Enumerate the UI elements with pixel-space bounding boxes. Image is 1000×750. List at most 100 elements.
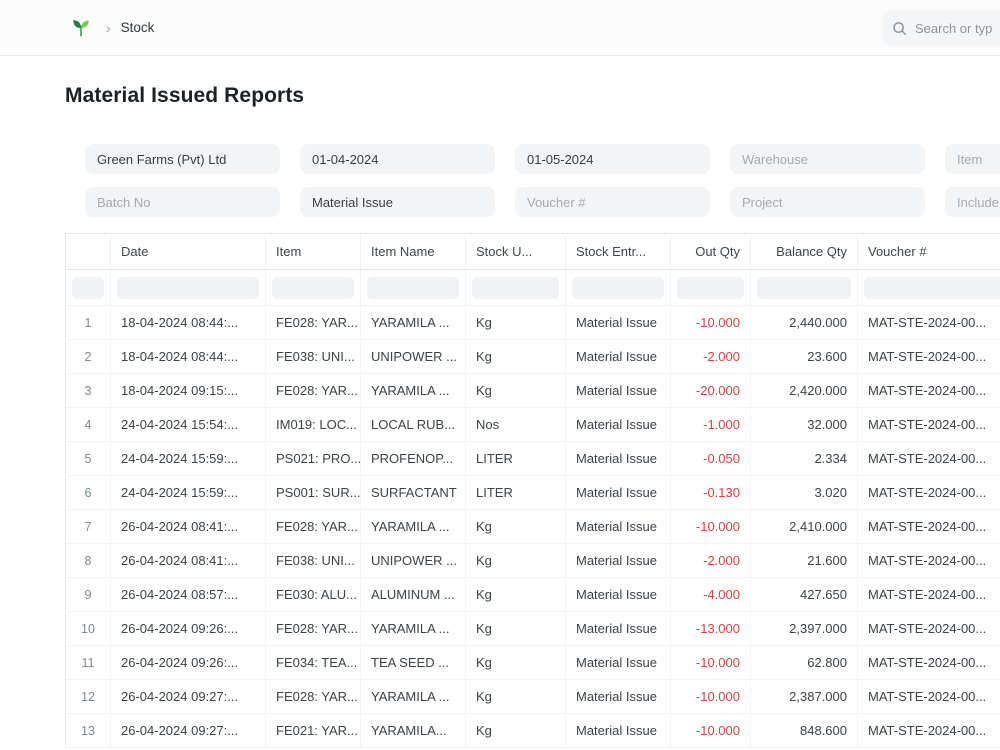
- cell-date: 26-04-2024 09:27:...: [110, 679, 266, 714]
- cell-item: FE030: ALU...: [265, 577, 361, 612]
- cell-date: 24-04-2024 15:59:...: [110, 475, 266, 510]
- app-logo[interactable]: [70, 17, 92, 39]
- cell-entry-type: Material Issue: [565, 339, 671, 374]
- cell-uom: Kg: [465, 645, 566, 680]
- header-stock-entry-type[interactable]: Stock Entr...: [565, 233, 671, 270]
- cell-date: 26-04-2024 08:41:...: [110, 543, 266, 578]
- cell-entry-type: Material Issue: [565, 543, 671, 578]
- cell-balance-qty: 2,420.000: [750, 373, 858, 408]
- cell-entry-type: Material Issue: [565, 305, 671, 340]
- item-name-column-filter-input[interactable]: [367, 276, 459, 299]
- cell-date: 18-04-2024 08:44:...: [110, 339, 266, 374]
- cell-voucher: MAT-STE-2024-00...: [857, 713, 1000, 748]
- cell-uom: Kg: [465, 713, 566, 748]
- cell-uom: LITER: [465, 475, 566, 510]
- cell-voucher: MAT-STE-2024-00...: [857, 509, 1000, 544]
- cell-item: FE028: YAR...: [265, 679, 361, 714]
- column-filter-row: [65, 269, 1000, 306]
- chevron-right-icon: ›: [106, 19, 111, 36]
- table-row[interactable]: 2 18-04-2024 08:44:... FE038: UNI... UNIPOW…: [65, 339, 1000, 374]
- cell-out-qty: -10.000: [670, 679, 751, 714]
- cell-uom: Kg: [465, 373, 566, 408]
- header-stock-uom[interactable]: Stock U...: [465, 233, 566, 270]
- batch-no-filter[interactable]: [85, 187, 280, 217]
- cell-voucher: MAT-STE-2024-00...: [857, 645, 1000, 680]
- cell-out-qty: -20.000: [670, 373, 751, 408]
- balance-qty-column-filter-input[interactable]: [757, 276, 851, 299]
- table-row[interactable]: 10 26-04-2024 09:26:... FE028: YAR... YARAM…: [65, 611, 1000, 646]
- cell-item: PS001: SUR...: [265, 475, 361, 510]
- cell-voucher: MAT-STE-2024-00...: [857, 543, 1000, 578]
- cell-out-qty: -10.000: [670, 509, 751, 544]
- voucher-column-filter-input[interactable]: [864, 276, 1000, 299]
- cell-idx: 3: [65, 373, 111, 408]
- header-out-qty[interactable]: Out Qty: [670, 233, 751, 270]
- page-title: Material Issued Reports: [65, 84, 305, 107]
- cell-out-qty: -13.000: [670, 611, 751, 646]
- cell-balance-qty: 21.600: [750, 543, 858, 578]
- cell-date: 26-04-2024 09:27:...: [110, 713, 266, 748]
- table-row[interactable]: 5 24-04-2024 15:59:... PS021: PRO... PROFEN…: [65, 441, 1000, 476]
- company-filter[interactable]: [85, 144, 280, 174]
- cell-out-qty: -2.000: [670, 543, 751, 578]
- search-icon: [893, 21, 907, 35]
- table-row[interactable]: 4 24-04-2024 15:54:... IM019: LOC... LOCAL …: [65, 407, 1000, 442]
- cell-voucher: MAT-STE-2024-00...: [857, 407, 1000, 442]
- date-column-filter-input[interactable]: [117, 276, 259, 299]
- table-row[interactable]: 9 26-04-2024 08:57:... FE030: ALU... ALUMIN…: [65, 577, 1000, 612]
- voucher-type-filter[interactable]: [300, 187, 495, 217]
- cell-voucher: MAT-STE-2024-00...: [857, 339, 1000, 374]
- item-filter[interactable]: [945, 144, 1000, 174]
- cell-balance-qty: 2,440.000: [750, 305, 858, 340]
- voucher-no-filter[interactable]: [515, 187, 710, 217]
- cell-out-qty: -4.000: [670, 577, 751, 612]
- table-row[interactable]: 6 24-04-2024 15:59:... PS001: SUR... SURFAC…: [65, 475, 1000, 510]
- header-item-name[interactable]: Item Name: [360, 233, 466, 270]
- table-row[interactable]: 7 26-04-2024 08:41:... FE028: YAR... YARAMI…: [65, 509, 1000, 544]
- breadcrumb-item-stock[interactable]: Stock: [120, 20, 155, 35]
- cell-out-qty: -10.000: [670, 305, 751, 340]
- cell-entry-type: Material Issue: [565, 679, 671, 714]
- cell-item: IM019: LOC...: [265, 407, 361, 442]
- header-balance-qty[interactable]: Balance Qty: [750, 233, 858, 270]
- cell-date: 24-04-2024 15:54:...: [110, 407, 266, 442]
- table-row[interactable]: 8 26-04-2024 08:41:... FE038: UNI... UNIPOW…: [65, 543, 1000, 578]
- entry-type-column-filter-input[interactable]: [572, 276, 664, 299]
- cell-entry-type: Material Issue: [565, 611, 671, 646]
- table-row[interactable]: 11 26-04-2024 09:26:... FE034: TEA... TEA S…: [65, 645, 1000, 680]
- cell-item-name: YARAMILA ...: [360, 679, 466, 714]
- breadcrumb: › Stock: [106, 20, 154, 36]
- stock-uom-column-filter-input[interactable]: [472, 276, 559, 299]
- cell-item: FE034: TEA...: [265, 645, 361, 680]
- cell-item: FE028: YAR...: [265, 305, 361, 340]
- index-column-filter-input[interactable]: [72, 276, 104, 299]
- cell-entry-type: Material Issue: [565, 441, 671, 476]
- table-row[interactable]: 13 26-04-2024 09:27:... FE021: YAR... YARAM…: [65, 713, 1000, 748]
- cell-item-name: YARAMILA ...: [360, 305, 466, 340]
- from-date-filter[interactable]: [300, 144, 495, 174]
- table-row[interactable]: 3 18-04-2024 09:15:... FE028: YAR... YARAMI…: [65, 373, 1000, 408]
- cell-idx: 2: [65, 339, 111, 374]
- header-voucher[interactable]: Voucher #: [857, 233, 1000, 270]
- cell-item: FE038: UNI...: [265, 543, 361, 578]
- global-search[interactable]: Search or typ: [882, 11, 1000, 45]
- header-item[interactable]: Item: [265, 233, 361, 270]
- cell-item-name: UNIPOWER ...: [360, 543, 466, 578]
- cell-item-name: YARAMILA ...: [360, 611, 466, 646]
- table-row[interactable]: 12 26-04-2024 09:27:... FE028: YAR... YARAM…: [65, 679, 1000, 714]
- cell-entry-type: Material Issue: [565, 373, 671, 408]
- item-column-filter-input[interactable]: [272, 276, 354, 299]
- out-qty-column-filter-input[interactable]: [677, 276, 744, 299]
- cell-balance-qty: 3.020: [750, 475, 858, 510]
- leaf-logo-icon: [73, 19, 89, 36]
- include-filter[interactable]: [945, 187, 1000, 217]
- project-filter[interactable]: [730, 187, 925, 217]
- to-date-filter[interactable]: [515, 144, 710, 174]
- cell-voucher: MAT-STE-2024-00...: [857, 475, 1000, 510]
- cell-idx: 4: [65, 407, 111, 442]
- table-row[interactable]: 1 18-04-2024 08:44:... FE028: YAR... YARAMI…: [65, 305, 1000, 340]
- header-date[interactable]: Date: [110, 233, 266, 270]
- cell-entry-type: Material Issue: [565, 713, 671, 748]
- warehouse-filter[interactable]: [730, 144, 925, 174]
- cell-idx: 13: [65, 713, 111, 748]
